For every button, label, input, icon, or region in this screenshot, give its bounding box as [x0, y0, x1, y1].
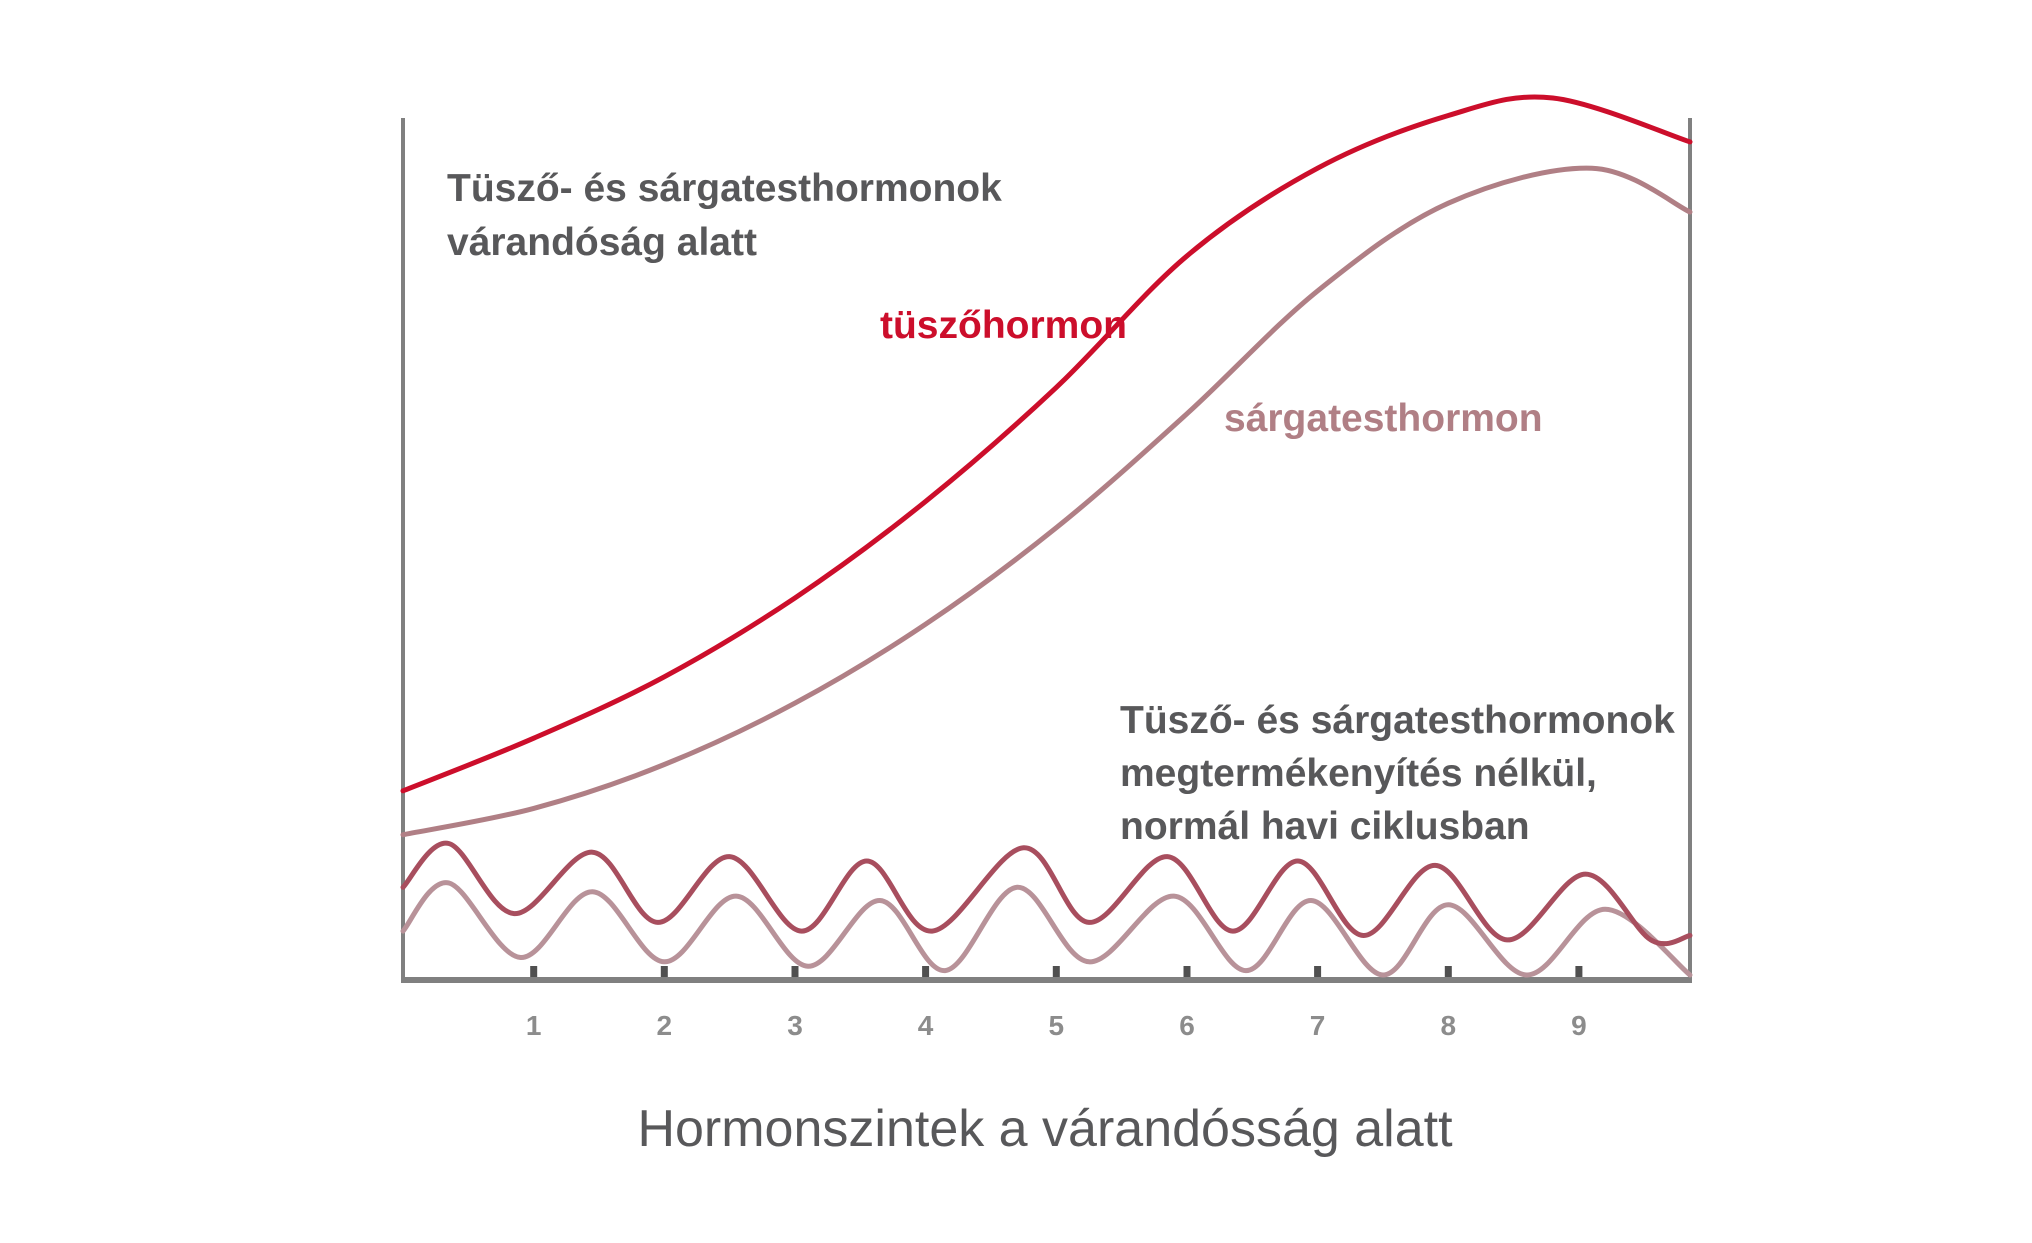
x-tick-mark-9	[1575, 966, 1583, 977]
x-tick-label-2: 2	[657, 1010, 673, 1041]
x-tick-mark-6	[1183, 966, 1191, 977]
cycle-heading-line-3: normál havi ciklusban	[1120, 805, 1530, 848]
cycle-heading-line-2: megtermékenyítés nélkül,	[1120, 752, 1597, 795]
x-tick-mark-3	[791, 966, 799, 977]
series-label-tuszohormon: tüszőhormon	[880, 304, 1127, 347]
x-tick-label-7: 7	[1310, 1010, 1326, 1041]
x-tick-label-6: 6	[1179, 1010, 1195, 1041]
x-tick-label-4: 4	[918, 1010, 934, 1041]
x-tick-label-8: 8	[1441, 1010, 1457, 1041]
x-tick-mark-7	[1314, 966, 1322, 977]
x-tick-label-3: 3	[787, 1010, 803, 1041]
series-line-cycle-lower	[400, 880, 1693, 978]
x-tick-mark-8	[1444, 966, 1452, 977]
x-tick-label-9: 9	[1571, 1010, 1587, 1041]
series-line-cycle-upper	[400, 840, 1693, 947]
pregnancy-heading-line-1: Tüsző- és sárgatesthormonok	[447, 167, 1002, 210]
x-tick-mark-5	[1052, 966, 1060, 977]
cycle-heading-line-1: Tüsző- és sárgatesthormonok	[1120, 699, 1675, 742]
x-tick-mark-4	[922, 966, 930, 977]
ticks-layer: 1 2 3 4 5 6 7 8 9	[526, 966, 1587, 1041]
series-line-tuszohormon	[400, 94, 1693, 794]
x-tick-label-1: 1	[526, 1010, 542, 1041]
series-layer	[400, 94, 1693, 978]
series-label-sargatesthormon: sárgatesthormon	[1224, 397, 1543, 440]
chart-title: Hormonszintek a várandósság alatt	[637, 1100, 1453, 1158]
x-tick-mark-1	[530, 966, 538, 977]
x-tick-mark-2	[660, 966, 668, 977]
pregnancy-heading-line-2: várandóság alatt	[447, 221, 757, 264]
series-line-sargatesthormon	[400, 165, 1693, 838]
x-tick-label-5: 5	[1049, 1010, 1065, 1041]
